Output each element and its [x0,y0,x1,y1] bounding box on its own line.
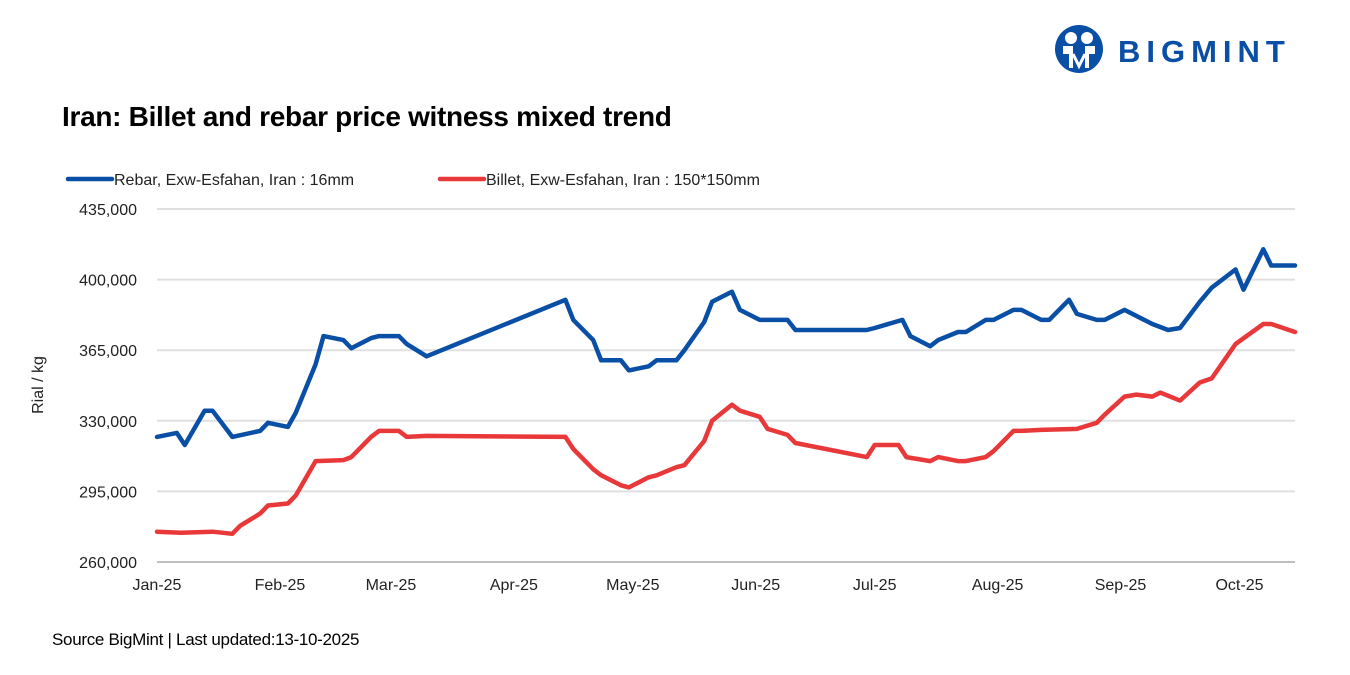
y-axis-label: Rial / kg [30,356,47,414]
y-tick-label: 330,000 [79,414,137,431]
legend-label: Rebar, Exw-Esfahan, Iran : 16mm [114,172,354,189]
chart-title: Iran: Billet and rebar price witness mix… [62,101,672,132]
x-tick-label: Feb-25 [255,577,306,594]
source-note: Source BigMint | Last updated:13-10-2025 [52,630,360,649]
svg-text:BIGMINT: BIGMINT [1118,34,1291,69]
legend-label: Billet, Exw-Esfahan, Iran : 150*150mm [486,172,760,189]
series-line-rebar [154,247,1298,448]
x-tick-label: Jul-25 [853,577,897,594]
x-tick-label: Apr-25 [490,577,538,594]
y-tick-label: 365,000 [79,343,137,360]
x-tick-label: Sep-25 [1095,577,1147,594]
y-tick-label: 260,000 [79,555,137,572]
x-tick-label: Oct-25 [1215,577,1263,594]
x-tick-label: May-25 [606,577,659,594]
series-line-billet [154,321,1298,537]
x-tick-label: Jun-25 [731,577,780,594]
x-tick-label: Mar-25 [366,577,417,594]
bigmint-logo: BIGMINT [1055,25,1291,73]
x-tick-label: Aug-25 [972,577,1024,594]
y-tick-label: 435,000 [79,202,137,219]
x-tick-label: Jan-25 [133,577,182,594]
y-tick-label: 400,000 [79,273,137,290]
y-tick-label: 295,000 [79,484,137,501]
